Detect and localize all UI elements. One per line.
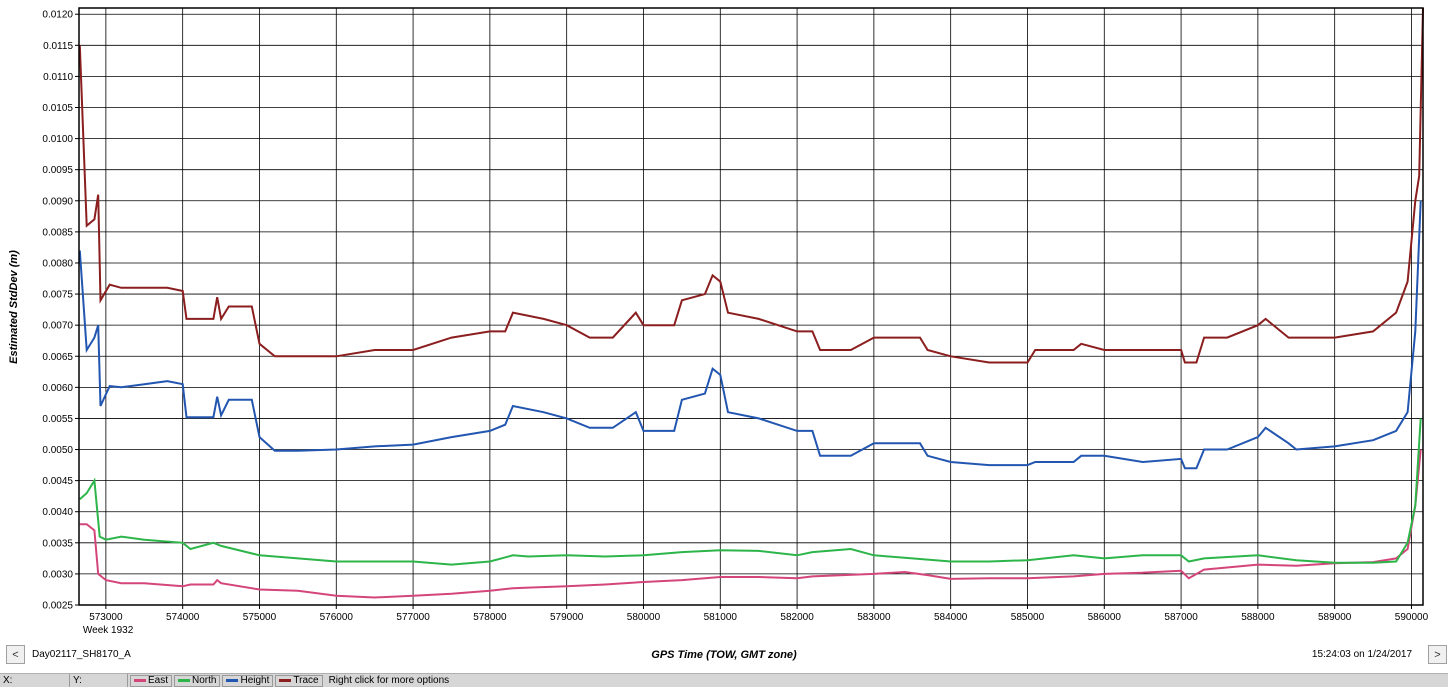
y-axis-title: Estimated StdDev (m)	[8, 249, 21, 364]
x-axis-title: GPS Time (TOW, GMT zone)	[651, 649, 797, 661]
y-tick-label: 0.0040	[42, 507, 73, 518]
x-tick-label: 579000	[550, 612, 584, 623]
legend-item-north[interactable]: North	[174, 674, 221, 687]
legend-label: Trace	[293, 675, 319, 686]
legend-item-trace[interactable]: Trace	[275, 674, 323, 687]
x-tick-labels: 573000 574000 575000 576000 577000 578000 5790…	[89, 612, 1428, 623]
context-menu-hint: Right click for more options	[328, 675, 450, 686]
chart: 0.0025 0.0030 0.0035 0.0040 0.0045 0.0050 0.00…	[42, 7, 1429, 636]
x-tick-label: 584000	[934, 612, 968, 623]
y-tick-label: 0.0095	[42, 165, 73, 176]
legend-label: Height	[240, 675, 270, 686]
y-tick-label: 0.0050	[42, 445, 73, 456]
next-dataset-button[interactable]: >	[1428, 645, 1447, 664]
x-tick-label: 589000	[1318, 612, 1352, 623]
legend-swatch	[134, 679, 146, 682]
y-tick-label: 0.0035	[42, 538, 73, 549]
legend-swatch	[178, 679, 191, 682]
cursor-x-readout: X:	[0, 674, 70, 687]
x-tick-label: 590000	[1395, 612, 1429, 623]
x-tick-label: 587000	[1164, 612, 1198, 623]
y-tick-label: 0.0080	[42, 258, 73, 269]
x-tick-label: 581000	[704, 612, 738, 623]
x-tick-label: 573000	[89, 612, 123, 623]
y-tick-label: 0.0120	[42, 10, 73, 21]
x-tick-label: 577000	[396, 612, 430, 623]
series-layer	[78, 7, 1424, 599]
y-tick-label: 0.0100	[42, 134, 73, 145]
x-tick-label: 576000	[320, 612, 354, 623]
legend-item-east[interactable]: East	[130, 674, 173, 687]
x-tick-label: 575000	[243, 612, 277, 623]
y-tick-label: 0.0030	[42, 569, 73, 580]
grid	[75, 8, 1423, 609]
x-tick-label: 574000	[166, 612, 200, 623]
y-tick-label: 0.0105	[42, 103, 73, 114]
x-tick-label: 578000	[473, 612, 507, 623]
y-tick-labels: 0.0025 0.0030 0.0035 0.0040 0.0045 0.0050 0.00…	[42, 10, 73, 612]
x-tick-label: 585000	[1011, 612, 1045, 623]
legend-swatch	[279, 679, 292, 682]
status-bar: X: Y: East North Height Trace Right clic…	[0, 673, 1448, 687]
timestamp: 15:24:03 on 1/24/2017	[1311, 649, 1412, 660]
series-line-height	[78, 200, 1422, 470]
x-tick-label: 582000	[780, 612, 814, 623]
y-tick-label: 0.0075	[42, 290, 73, 301]
y-tick-label: 0.0070	[42, 321, 73, 332]
y-tick-label: 0.0045	[42, 476, 73, 487]
x-tick-label: 588000	[1241, 612, 1275, 623]
dataset-name: Day02117_SH8170_A	[32, 649, 131, 660]
x-tick-label: 583000	[857, 612, 891, 623]
legend-item-height[interactable]: Height	[222, 674, 274, 687]
legend-label: East	[148, 675, 169, 686]
series-line-trace	[78, 7, 1424, 364]
plot-frame	[78, 7, 1424, 606]
x-axis-sublabel: Week 1932	[83, 625, 134, 636]
series-line-north	[79, 418, 1422, 566]
previous-dataset-button[interactable]: <	[6, 645, 25, 664]
cursor-y-readout: Y:	[70, 674, 128, 687]
navigation-row: < Day02117_SH8170_A GPS Time (TOW, GMT z…	[0, 644, 1448, 670]
y-tick-label: 0.0060	[42, 383, 73, 394]
y-tick-label: 0.0110	[43, 72, 73, 83]
legend-label: North	[192, 675, 217, 686]
series-line-east	[79, 449, 1422, 599]
y-tick-label: 0.0065	[42, 352, 73, 363]
y-tick-label: 0.0115	[43, 41, 73, 52]
legend-swatch	[226, 679, 239, 682]
x-tick-label: 580000	[627, 612, 661, 623]
legend: East North Height Trace Right click for …	[130, 674, 449, 687]
y-tick-label: 0.0085	[42, 227, 73, 238]
y-tick-label: 0.0055	[42, 414, 73, 425]
y-tick-label: 0.0025	[42, 601, 73, 612]
x-tick-label: 586000	[1088, 612, 1122, 623]
y-axis-title-wrap: Estimated StdDev (m)	[6, 8, 22, 605]
y-tick-label: 0.0090	[42, 196, 73, 207]
